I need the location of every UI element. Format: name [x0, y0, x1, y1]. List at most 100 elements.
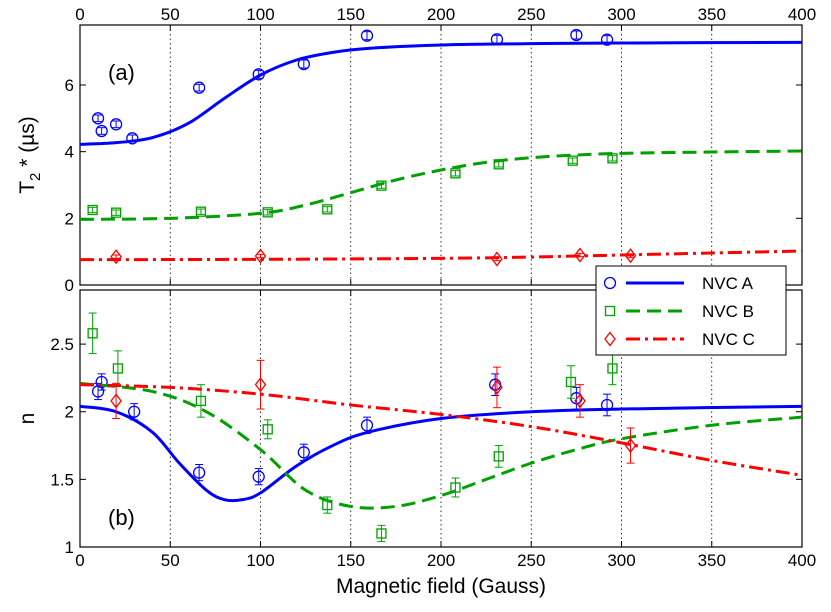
data-point	[252, 470, 265, 483]
x-tick-label-top: 300	[607, 5, 635, 24]
panel-b: 0 50 100 150 200 250 300 350 400 1 1.5 2 2.5 (b) n Magn…	[16, 289, 816, 598]
legend-label: NVC B	[702, 302, 754, 321]
legend-box	[595, 265, 787, 356]
legend-marker	[603, 276, 617, 290]
data-point	[491, 379, 503, 395]
data-point	[570, 28, 583, 42]
series-nvc-a	[80, 28, 802, 146]
data-point	[110, 249, 122, 265]
legend-entry: NVC B	[604, 302, 754, 321]
data-point	[574, 393, 586, 409]
panel-label: (b)	[108, 505, 135, 530]
series-nvc-c	[80, 359, 802, 477]
x-tick-label: 250	[517, 551, 545, 570]
data-point	[322, 499, 333, 511]
data-point	[297, 446, 310, 459]
y-tick-label: 2.5	[50, 335, 74, 354]
data-point	[91, 112, 105, 125]
x-tick-label: 350	[698, 551, 726, 570]
x-tick-label: 200	[427, 551, 455, 570]
x-tick-label: 300	[607, 551, 635, 570]
data-point	[322, 204, 333, 215]
x-tick-label-top: 350	[698, 5, 726, 24]
data-point	[624, 248, 637, 264]
legend-entry: NVC A	[603, 274, 754, 293]
data-point	[87, 204, 98, 216]
data-point	[95, 124, 108, 138]
legend-label: NVC A	[702, 274, 754, 293]
fit-curve	[80, 383, 802, 477]
x-tick-label: 50	[161, 551, 180, 570]
data-point	[110, 207, 122, 218]
y-axis-label: n	[16, 413, 39, 425]
data-point	[493, 159, 504, 170]
data-point	[87, 328, 98, 339]
y-tick-label: 2	[65, 403, 74, 422]
y-tick-label: 1	[65, 538, 74, 557]
data-point	[297, 57, 310, 71]
x-tick-label: 150	[337, 551, 365, 570]
data-point	[112, 363, 124, 374]
x-axis-label: Magnetic field (Gauss)	[336, 575, 546, 598]
data-point	[607, 153, 618, 164]
data-point	[110, 393, 122, 409]
series-nvc-c	[80, 247, 802, 267]
legend-entry: NVC C	[604, 330, 755, 349]
panel-a: 0 50 100 150 200 250 300 350 400 0 2 4 6 (a) T2 * (µs)	[16, 5, 816, 295]
data-point	[493, 451, 504, 462]
fit-curve	[80, 404, 802, 503]
fit-curve	[80, 149, 802, 221]
data-point	[192, 466, 206, 479]
data-point	[600, 33, 614, 46]
y-axis-label: T2 * (µs)	[16, 116, 44, 194]
fit-curve	[80, 249, 802, 262]
x-tick-label-top: 50	[161, 5, 180, 24]
y-tick-label: 6	[65, 76, 74, 95]
series-nvc-b	[80, 149, 802, 221]
x-tick-label: 400	[788, 551, 816, 570]
data-point	[127, 405, 141, 418]
x-tick-label-top: 100	[246, 5, 274, 24]
data-point	[624, 437, 637, 454]
legend: NVC A NVC B NVC C	[595, 265, 787, 356]
panel-label: (a)	[108, 60, 135, 85]
x-tick-label-top: 250	[517, 5, 545, 24]
data-point	[192, 81, 206, 94]
data-point	[607, 363, 618, 374]
data-point	[262, 207, 273, 218]
y-tick-label: 4	[65, 143, 74, 162]
fit-curve	[80, 381, 802, 510]
data-point	[574, 247, 586, 263]
data-point	[360, 419, 374, 432]
data-point	[195, 395, 207, 407]
data-point	[376, 180, 387, 191]
x-tick-label-top: 400	[788, 5, 816, 24]
data-point	[450, 482, 461, 493]
data-point	[450, 168, 461, 179]
data-point	[376, 528, 387, 539]
data-point	[95, 375, 108, 389]
x-tick-label: 0	[75, 551, 84, 570]
data-point	[567, 155, 578, 166]
data-point	[254, 377, 267, 393]
data-point	[262, 424, 273, 435]
data-point	[360, 29, 374, 42]
series-nvc-b	[80, 312, 802, 543]
data-point	[565, 376, 577, 388]
legend-marker	[604, 305, 616, 317]
y-tick-label: 0	[65, 276, 74, 295]
y-tick-label: 2	[65, 209, 74, 228]
data-point	[254, 248, 267, 264]
data-point	[252, 68, 265, 81]
data-point	[195, 206, 207, 217]
data-point	[491, 251, 503, 267]
x-tick-label: 100	[246, 551, 274, 570]
data-point	[600, 398, 614, 412]
x-tick-label-top: 200	[427, 5, 455, 24]
x-tick-label-top: 0	[75, 5, 84, 24]
data-point	[109, 118, 123, 131]
fit-curve	[80, 40, 802, 146]
y-tick-label: 1.5	[50, 470, 74, 489]
data-point	[126, 132, 139, 145]
